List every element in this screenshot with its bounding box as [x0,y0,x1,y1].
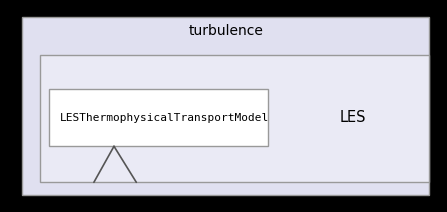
Text: LESThermophysicalTransportModel: LESThermophysicalTransportModel [60,113,270,123]
Text: turbulence: turbulence [188,24,263,38]
FancyBboxPatch shape [49,89,268,146]
FancyBboxPatch shape [22,17,429,195]
FancyBboxPatch shape [40,55,429,182]
Text: LES: LES [340,110,367,125]
